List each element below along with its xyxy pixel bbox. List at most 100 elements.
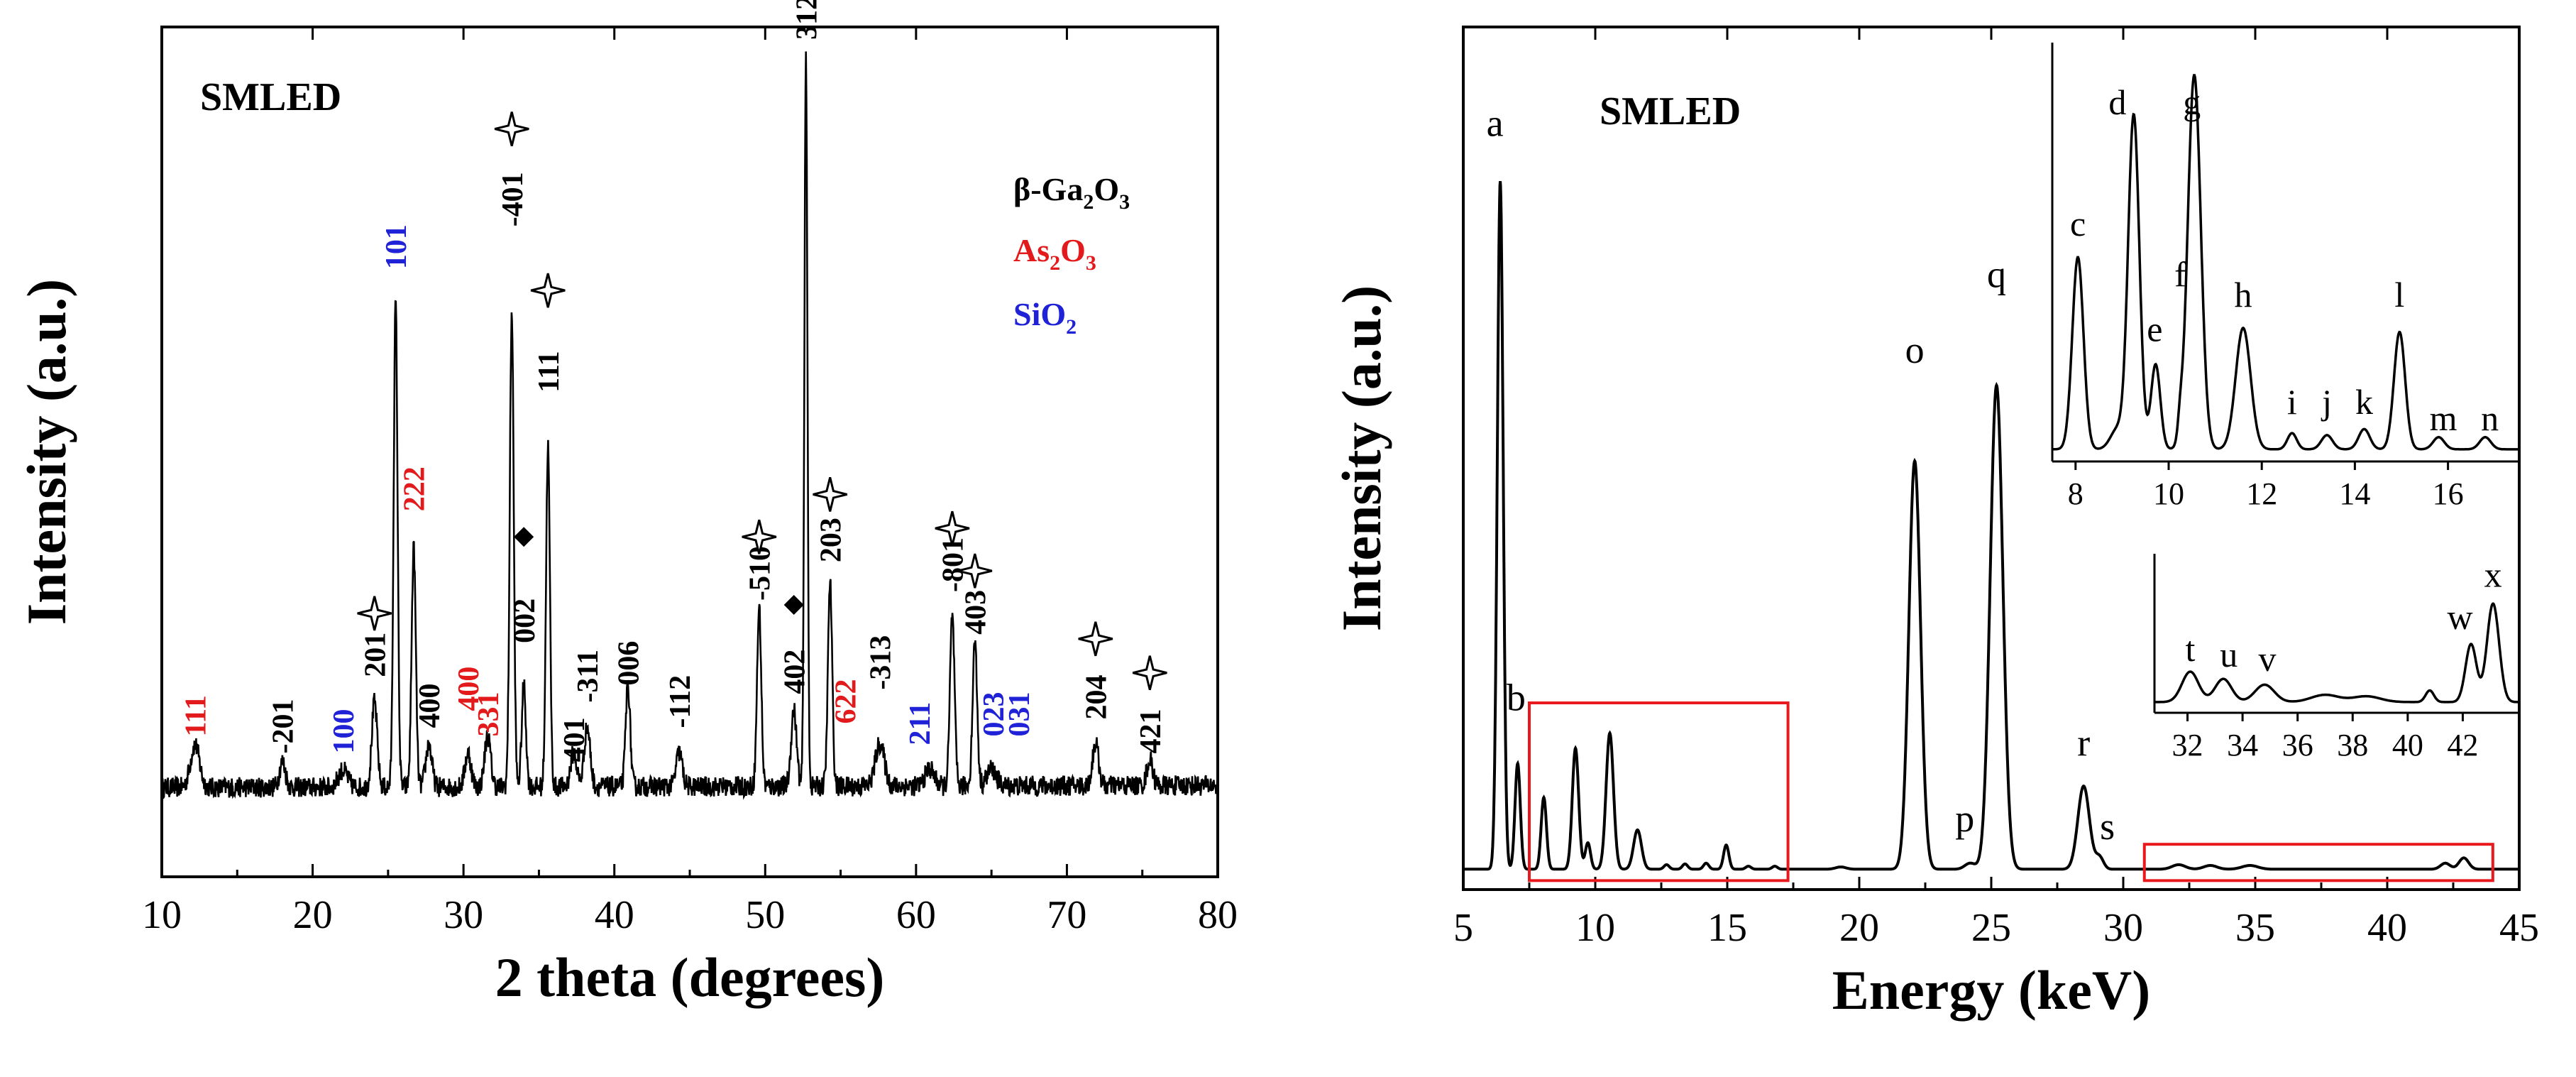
star-marker [957,553,993,589]
x-tick-label: 15 [1707,906,1747,950]
inset-peak-letter-label: m [2430,398,2457,438]
x-tick-label: 10 [1575,906,1615,950]
x-tick-label: 50 [745,893,785,937]
peak-index-label: 111 [180,695,212,736]
peak-letter-label: q [1987,253,2006,295]
x-tick-label: 30 [2103,906,2143,950]
edx-spectrum-line [1463,181,2519,871]
legend-subscript: 3 [1086,251,1096,275]
inset-peak-letter-label: i [2287,382,2297,422]
inset-x-tick-label: 40 [2392,728,2423,762]
inset-peak-letter-label: k [2355,382,2373,422]
inset-peak-letter-label: f [2174,254,2186,294]
peak-letter-label: a [1487,102,1504,144]
star-marker [935,510,970,546]
x-tick-label: 35 [2235,906,2275,950]
inset-peak-letter-label: h [2234,275,2252,315]
peak-index-label: 403 [959,590,992,635]
inset-x-tick-label: 38 [2337,728,2368,762]
chart-title: SMLED [1600,89,1741,133]
peak-index-label: 111 [533,351,566,392]
inset-peak-letter-label: j [2321,382,2332,422]
peak-index-label: -313 [865,635,898,690]
peak-index-label: 421 [1135,709,1167,753]
legend-text: SiO [1013,296,1066,332]
peak-letter-label: p [1955,797,1974,840]
x-tick-label: 30 [444,893,483,937]
peak-letter-label: b [1507,677,1526,719]
legend-text: O [1060,232,1086,268]
inset-peak-letter-label: c [2070,204,2086,244]
inset-peak-letter-label: t [2185,629,2195,669]
inset-spectrum-line [2052,74,2518,451]
peak-index-label: -201 [268,699,300,753]
legend-entry: β-Ga2O3 [1013,171,1130,214]
peak-index-label: 622 [830,679,863,724]
star-marker [742,519,777,554]
diamond-marker [514,527,534,547]
star-marker [813,477,848,512]
peak-index-label: 201 [359,633,392,677]
y-axis-label: Intensity (a.u.) [1331,285,1392,632]
legend-text: O [1094,171,1119,207]
peak-index-label: -801 [937,537,970,592]
inset-x-tick-label: 16 [2433,476,2464,511]
legend-subscript: 2 [1083,190,1094,214]
star-marker [1132,655,1167,691]
inset-peak-letter-label: x [2484,555,2502,595]
peak-index-label: -311 [572,650,605,703]
peak-index-label: -112 [664,675,697,728]
peak-index-label: 006 [613,641,646,686]
inset-x-tick-label: 14 [2339,476,2370,511]
peak-index-label: 101 [380,224,413,269]
xrd-panel: 10 20 30 40 50 60 70 80 2 theta (degrees) Intensi… [16,0,1238,1008]
x-axis-label: 2 theta (degrees) [495,946,885,1008]
x-tick-label: 20 [293,893,333,937]
peak-index-label: 312 [791,0,823,40]
peak-index-label: 002 [509,598,541,643]
inset-peak-letter-label: n [2481,398,2499,438]
peak-index-label: 402 [778,650,811,694]
star-marker [494,111,529,146]
inset-x-tick-label: 32 [2172,728,2203,762]
inset-x-tick-label: 8 [2068,476,2084,511]
x-tick-label: 80 [1198,893,1238,937]
y-axis-label: Intensity (a.u.) [16,279,77,625]
chart-title: SMLED [200,75,341,119]
inset-spectrum-line [2154,602,2518,704]
star-marker [357,596,392,631]
star-marker [530,273,566,308]
inset-peak-letter-label: w [2447,597,2472,637]
inset-x-tick-label: 10 [2153,476,2184,511]
peak-index-label: 203 [815,518,847,562]
legend-entry: SiO2 [1013,296,1077,339]
x-tick-label: 5 [1453,906,1473,950]
x-tick-label: 25 [1971,906,2011,950]
peak-index-label: -401 [497,172,529,226]
inset-peak-letter-label: e [2147,309,2162,349]
legend-text: As [1013,232,1050,268]
x-tick-label: 45 [2499,906,2539,950]
x-tick-label: 10 [142,893,182,937]
inset-x-tick-label: 36 [2282,728,2313,762]
x-tick-label: 70 [1047,893,1086,937]
legend-subscript: 2 [1066,315,1077,339]
peak-index-label: -510 [744,546,776,601]
legend-subscript: 3 [1119,190,1130,214]
inset-x-tick-label: 12 [2246,476,2277,511]
peak-letter-label: o [1905,329,1925,371]
edx-panel: 5 10 15 20 25 30 35 40 45 Energy (keV) Intensity (… [1331,26,2539,1021]
peak-index-label: 031 [1003,691,1036,736]
zoom-region-box [1528,701,1790,882]
peak-index-label: 023 [978,691,1011,736]
peak-index-label: 331 [473,691,505,736]
x-axis-label: Energy (keV) [1832,959,2150,1021]
x-tick-label: 20 [1839,906,1879,950]
peak-letter-label: s [2100,805,2115,848]
legend-text: β-Ga [1013,171,1083,207]
peak-index-label: 211 [904,702,937,745]
inset-high-energy: 32 34 36 38 40 42 t u v wx [2153,554,2518,762]
legend-subscript: 2 [1050,251,1060,275]
x-tick-label: 40 [595,893,634,937]
